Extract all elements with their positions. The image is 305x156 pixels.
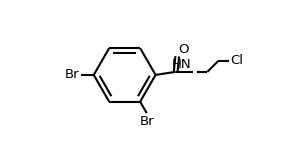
Text: Br: Br <box>139 115 154 128</box>
Text: HN: HN <box>171 58 191 71</box>
Text: O: O <box>178 43 188 56</box>
Text: Cl: Cl <box>230 54 243 68</box>
Text: Br: Br <box>65 68 80 81</box>
